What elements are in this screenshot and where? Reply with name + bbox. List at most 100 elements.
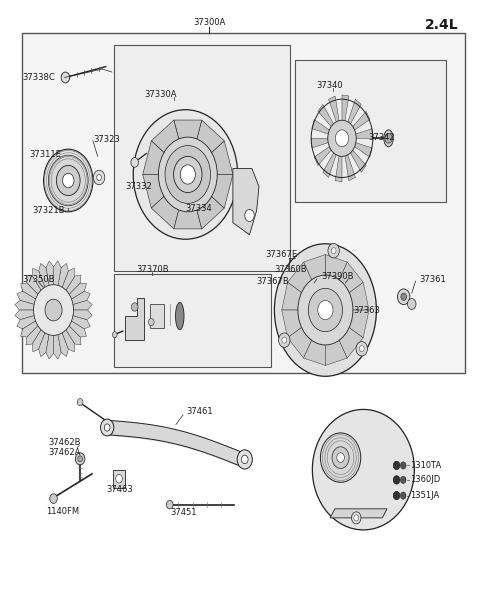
Polygon shape xyxy=(349,310,369,337)
Text: 37332: 37332 xyxy=(125,182,152,191)
Text: 1140FM: 1140FM xyxy=(47,506,80,516)
Polygon shape xyxy=(58,263,68,287)
Text: 37350B: 37350B xyxy=(23,275,55,285)
Polygon shape xyxy=(197,120,224,153)
Circle shape xyxy=(400,476,406,483)
Text: 1360JD: 1360JD xyxy=(410,475,440,485)
Circle shape xyxy=(104,424,110,431)
Circle shape xyxy=(241,455,248,464)
Circle shape xyxy=(337,453,344,463)
Text: 37330A: 37330A xyxy=(144,90,177,99)
Text: 37334: 37334 xyxy=(185,204,212,213)
Circle shape xyxy=(393,461,400,469)
Polygon shape xyxy=(325,340,347,365)
Circle shape xyxy=(336,130,348,147)
Circle shape xyxy=(45,299,62,321)
Polygon shape xyxy=(66,326,81,345)
Polygon shape xyxy=(303,340,325,365)
Polygon shape xyxy=(32,330,45,352)
Circle shape xyxy=(100,419,114,436)
Circle shape xyxy=(94,170,105,185)
Polygon shape xyxy=(125,298,144,340)
Circle shape xyxy=(393,475,400,484)
Text: 37462B: 37462B xyxy=(48,438,80,447)
Circle shape xyxy=(360,346,364,352)
Text: 37462A: 37462A xyxy=(48,448,80,457)
Circle shape xyxy=(331,247,336,254)
Polygon shape xyxy=(46,261,54,285)
Polygon shape xyxy=(347,111,370,135)
Circle shape xyxy=(282,337,287,343)
Polygon shape xyxy=(212,141,233,174)
Polygon shape xyxy=(233,168,259,235)
Polygon shape xyxy=(66,275,81,294)
Text: 37367B: 37367B xyxy=(257,277,289,286)
Text: 37363: 37363 xyxy=(353,306,380,314)
Ellipse shape xyxy=(133,109,238,239)
Polygon shape xyxy=(335,145,342,182)
Circle shape xyxy=(237,450,252,469)
Text: 37390B: 37390B xyxy=(322,272,354,282)
Bar xyxy=(114,45,290,271)
Text: 37360B: 37360B xyxy=(274,264,307,274)
Polygon shape xyxy=(349,282,369,310)
Circle shape xyxy=(34,285,73,336)
Circle shape xyxy=(401,293,407,300)
Circle shape xyxy=(180,165,195,184)
Text: 2.4L: 2.4L xyxy=(425,18,458,32)
Circle shape xyxy=(167,500,173,509)
Polygon shape xyxy=(282,282,301,310)
Ellipse shape xyxy=(275,244,376,376)
Circle shape xyxy=(397,289,410,305)
Polygon shape xyxy=(72,291,90,305)
Polygon shape xyxy=(17,316,36,329)
Circle shape xyxy=(318,300,333,320)
Text: 37340: 37340 xyxy=(316,81,343,91)
Polygon shape xyxy=(343,145,355,181)
Ellipse shape xyxy=(384,130,393,147)
Polygon shape xyxy=(312,120,337,137)
Polygon shape xyxy=(69,283,86,299)
Polygon shape xyxy=(46,334,54,359)
Polygon shape xyxy=(174,210,202,229)
Polygon shape xyxy=(345,99,361,133)
Polygon shape xyxy=(54,334,61,359)
Text: 37342: 37342 xyxy=(368,133,395,142)
Polygon shape xyxy=(21,283,38,299)
Polygon shape xyxy=(329,96,341,132)
Polygon shape xyxy=(62,268,75,290)
Circle shape xyxy=(78,456,83,462)
Polygon shape xyxy=(62,330,75,352)
Text: 37311E: 37311E xyxy=(29,150,61,159)
Polygon shape xyxy=(330,509,387,518)
Bar xyxy=(113,469,125,488)
Polygon shape xyxy=(143,174,164,208)
Polygon shape xyxy=(54,261,61,285)
Bar xyxy=(22,33,466,373)
Circle shape xyxy=(75,453,85,465)
Circle shape xyxy=(77,399,83,406)
Circle shape xyxy=(174,156,202,193)
Circle shape xyxy=(132,303,138,311)
Circle shape xyxy=(278,333,290,347)
Circle shape xyxy=(44,149,93,212)
Circle shape xyxy=(116,474,122,483)
Polygon shape xyxy=(26,275,41,294)
Circle shape xyxy=(408,299,416,309)
Polygon shape xyxy=(303,255,325,280)
Text: 1310TA: 1310TA xyxy=(410,461,441,470)
Text: 37361: 37361 xyxy=(420,275,446,285)
Circle shape xyxy=(245,209,254,221)
Circle shape xyxy=(308,288,343,332)
Circle shape xyxy=(400,492,406,499)
Circle shape xyxy=(48,155,88,206)
Polygon shape xyxy=(339,328,363,358)
Polygon shape xyxy=(347,140,372,157)
Polygon shape xyxy=(318,105,338,134)
Polygon shape xyxy=(73,310,92,320)
Polygon shape xyxy=(143,141,164,174)
Polygon shape xyxy=(26,326,41,345)
Polygon shape xyxy=(69,321,86,337)
Bar xyxy=(150,304,164,328)
Polygon shape xyxy=(342,95,349,131)
